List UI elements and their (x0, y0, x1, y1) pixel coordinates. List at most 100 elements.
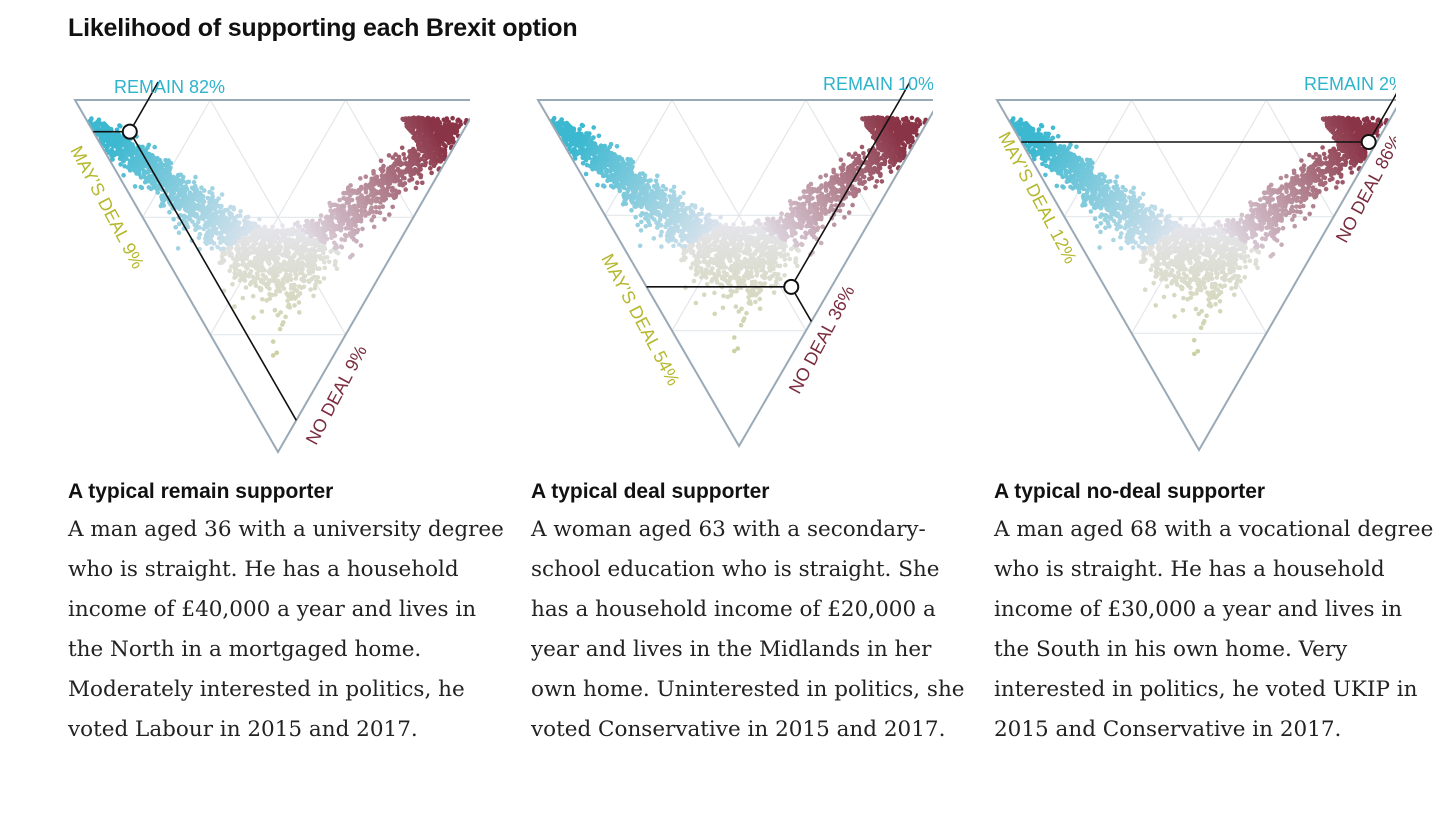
respondent-point (624, 180, 629, 186)
respondent-point (292, 303, 297, 308)
respondent-point (747, 290, 752, 296)
respondent-point (699, 207, 705, 212)
respondent-point (232, 270, 237, 276)
respondent-point (230, 240, 235, 246)
respondent-point (705, 252, 711, 257)
respondent-point (322, 265, 328, 271)
respondent-point (232, 304, 237, 309)
respondent-point (801, 201, 807, 207)
respondent-point (456, 117, 461, 123)
respondent-point (203, 233, 209, 238)
respondent-point (732, 348, 737, 354)
respondent-point (95, 120, 101, 126)
respondent-point (255, 236, 261, 241)
respondent-point (285, 245, 291, 250)
respondent-point (358, 217, 364, 222)
respondent-point (357, 188, 362, 193)
respondent-point (721, 293, 726, 299)
respondent-point (671, 243, 676, 249)
respondent-point (230, 220, 236, 225)
respondent-point (273, 233, 279, 239)
respondent-point (142, 175, 148, 180)
respondent-point (313, 239, 318, 244)
respondent-point (337, 225, 343, 230)
respondent-point (808, 191, 813, 196)
respondent-point (282, 235, 288, 241)
respondent-point (657, 217, 663, 223)
respondent-point (255, 230, 261, 236)
respondent-point (391, 178, 397, 184)
respondent-point (363, 187, 369, 192)
respondent-point (888, 153, 894, 158)
respondent-point (863, 185, 868, 191)
respondent-point (783, 262, 788, 268)
respondent-point (118, 142, 123, 147)
respondent-point (268, 231, 274, 237)
respondent-point (659, 229, 664, 235)
respondent-point (840, 190, 845, 196)
respondent-point (429, 125, 435, 130)
respondent-point (207, 228, 212, 233)
respondent-point (380, 167, 386, 173)
respondent-point (133, 147, 139, 153)
respondent-point (754, 269, 759, 274)
respondent-point (308, 287, 313, 292)
respondent-point (406, 167, 411, 172)
respondent-point (150, 164, 156, 169)
respondent-point (769, 253, 774, 258)
respondent-point (431, 139, 437, 144)
respondent-point (602, 148, 608, 153)
respondent-point (276, 229, 282, 234)
respondent-point (130, 163, 135, 168)
respondent-point (102, 137, 108, 142)
respondent-point (428, 146, 434, 152)
respondent-point (437, 124, 443, 130)
respondent-point (693, 300, 699, 306)
respondent-point (233, 259, 239, 265)
respondent-point (158, 160, 164, 165)
respondent-point (701, 292, 707, 298)
respondent-point (386, 153, 392, 158)
respondent-point (727, 275, 733, 280)
respondent-point (270, 242, 276, 248)
respondent-point (771, 290, 777, 295)
respondent-point (187, 199, 193, 204)
respondent-point (706, 244, 711, 250)
respondent-point (199, 208, 204, 213)
respondent-point (264, 298, 269, 303)
respondent-point (733, 275, 738, 281)
respondent-point (671, 209, 676, 215)
respondent-point (359, 208, 364, 213)
respondent-point (423, 141, 429, 147)
respondent-point (227, 268, 232, 274)
respondent-point (237, 278, 243, 283)
respondent-point (412, 118, 417, 124)
respondent-point (752, 261, 757, 266)
respondent-point (819, 183, 824, 188)
respondent-point (342, 215, 348, 220)
respondent-point (288, 277, 294, 282)
respondent-point (639, 219, 644, 225)
respondent-point (437, 142, 442, 148)
respondent-point (373, 204, 379, 210)
respondent-point (130, 150, 135, 156)
respondent-point (342, 210, 348, 215)
respondent-point (110, 134, 115, 139)
respondent-point (174, 177, 179, 182)
respondent-point (207, 205, 212, 210)
respondent-point (315, 275, 321, 280)
respondent-point (203, 222, 208, 228)
respondent-point (418, 146, 424, 152)
respondent-point (850, 202, 855, 208)
respondent-point (591, 135, 596, 140)
respondent-point (184, 196, 189, 201)
respondent-point (450, 115, 455, 121)
respondent-point (357, 195, 363, 200)
respondent-point (257, 285, 263, 291)
respondent-point (420, 180, 425, 186)
respondent-point (335, 250, 341, 256)
respondent-point (209, 211, 215, 217)
respondent-point (292, 267, 297, 273)
respondent-point (174, 182, 180, 187)
respondent-point (809, 224, 814, 229)
